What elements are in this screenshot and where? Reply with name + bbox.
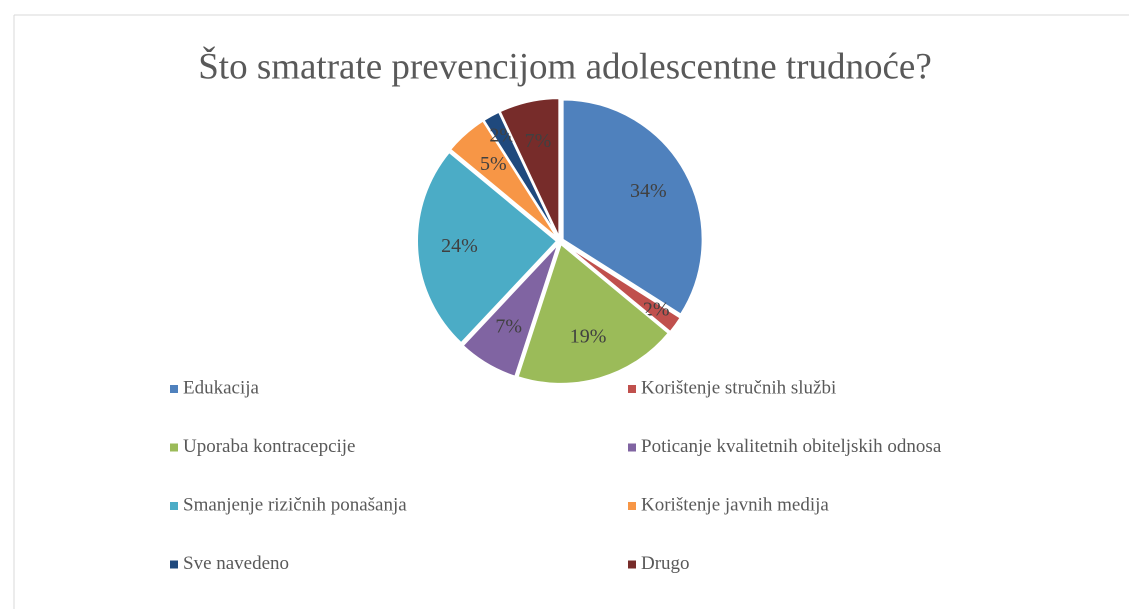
pie-slice [461, 242, 560, 378]
legend-swatch [170, 385, 178, 393]
legend-label: Sve navedeno [183, 553, 289, 574]
pie-slice [498, 97, 561, 239]
legend-swatch [628, 385, 636, 393]
legend-label: Uporaba kontracepcije [183, 436, 356, 457]
pie-slice [416, 150, 559, 345]
legend-swatch [628, 443, 636, 452]
legend-swatch [170, 560, 178, 569]
legend-label: Drugo [641, 553, 690, 574]
legend-label: Poticanje kvalitetnih obiteljskih odnosa [641, 436, 942, 457]
pie-slice [561, 98, 704, 316]
data-label: 19% [570, 325, 607, 347]
data-label: 7% [525, 130, 552, 152]
legend-label: Korištenje javnih medija [641, 494, 829, 515]
data-label: 5% [480, 153, 507, 175]
legend-label: Smanjenje rizičnih ponašanja [183, 494, 407, 515]
data-label: 34% [630, 180, 667, 202]
legend-swatch [628, 560, 636, 569]
legend-swatch [170, 443, 178, 452]
legend-label: Korištenje stručnih službi [641, 377, 836, 398]
pie-slice [516, 242, 671, 385]
data-label: 7% [495, 315, 522, 337]
chart-title: Što smatrate prevencijom adolescentne tr… [198, 45, 932, 87]
pie-slice [561, 241, 683, 334]
data-label: 24% [441, 235, 478, 257]
legend-swatch [170, 502, 178, 510]
legend-label: Edukacija [183, 377, 260, 398]
legend-swatch [628, 502, 636, 510]
data-label: 2% [643, 299, 670, 321]
